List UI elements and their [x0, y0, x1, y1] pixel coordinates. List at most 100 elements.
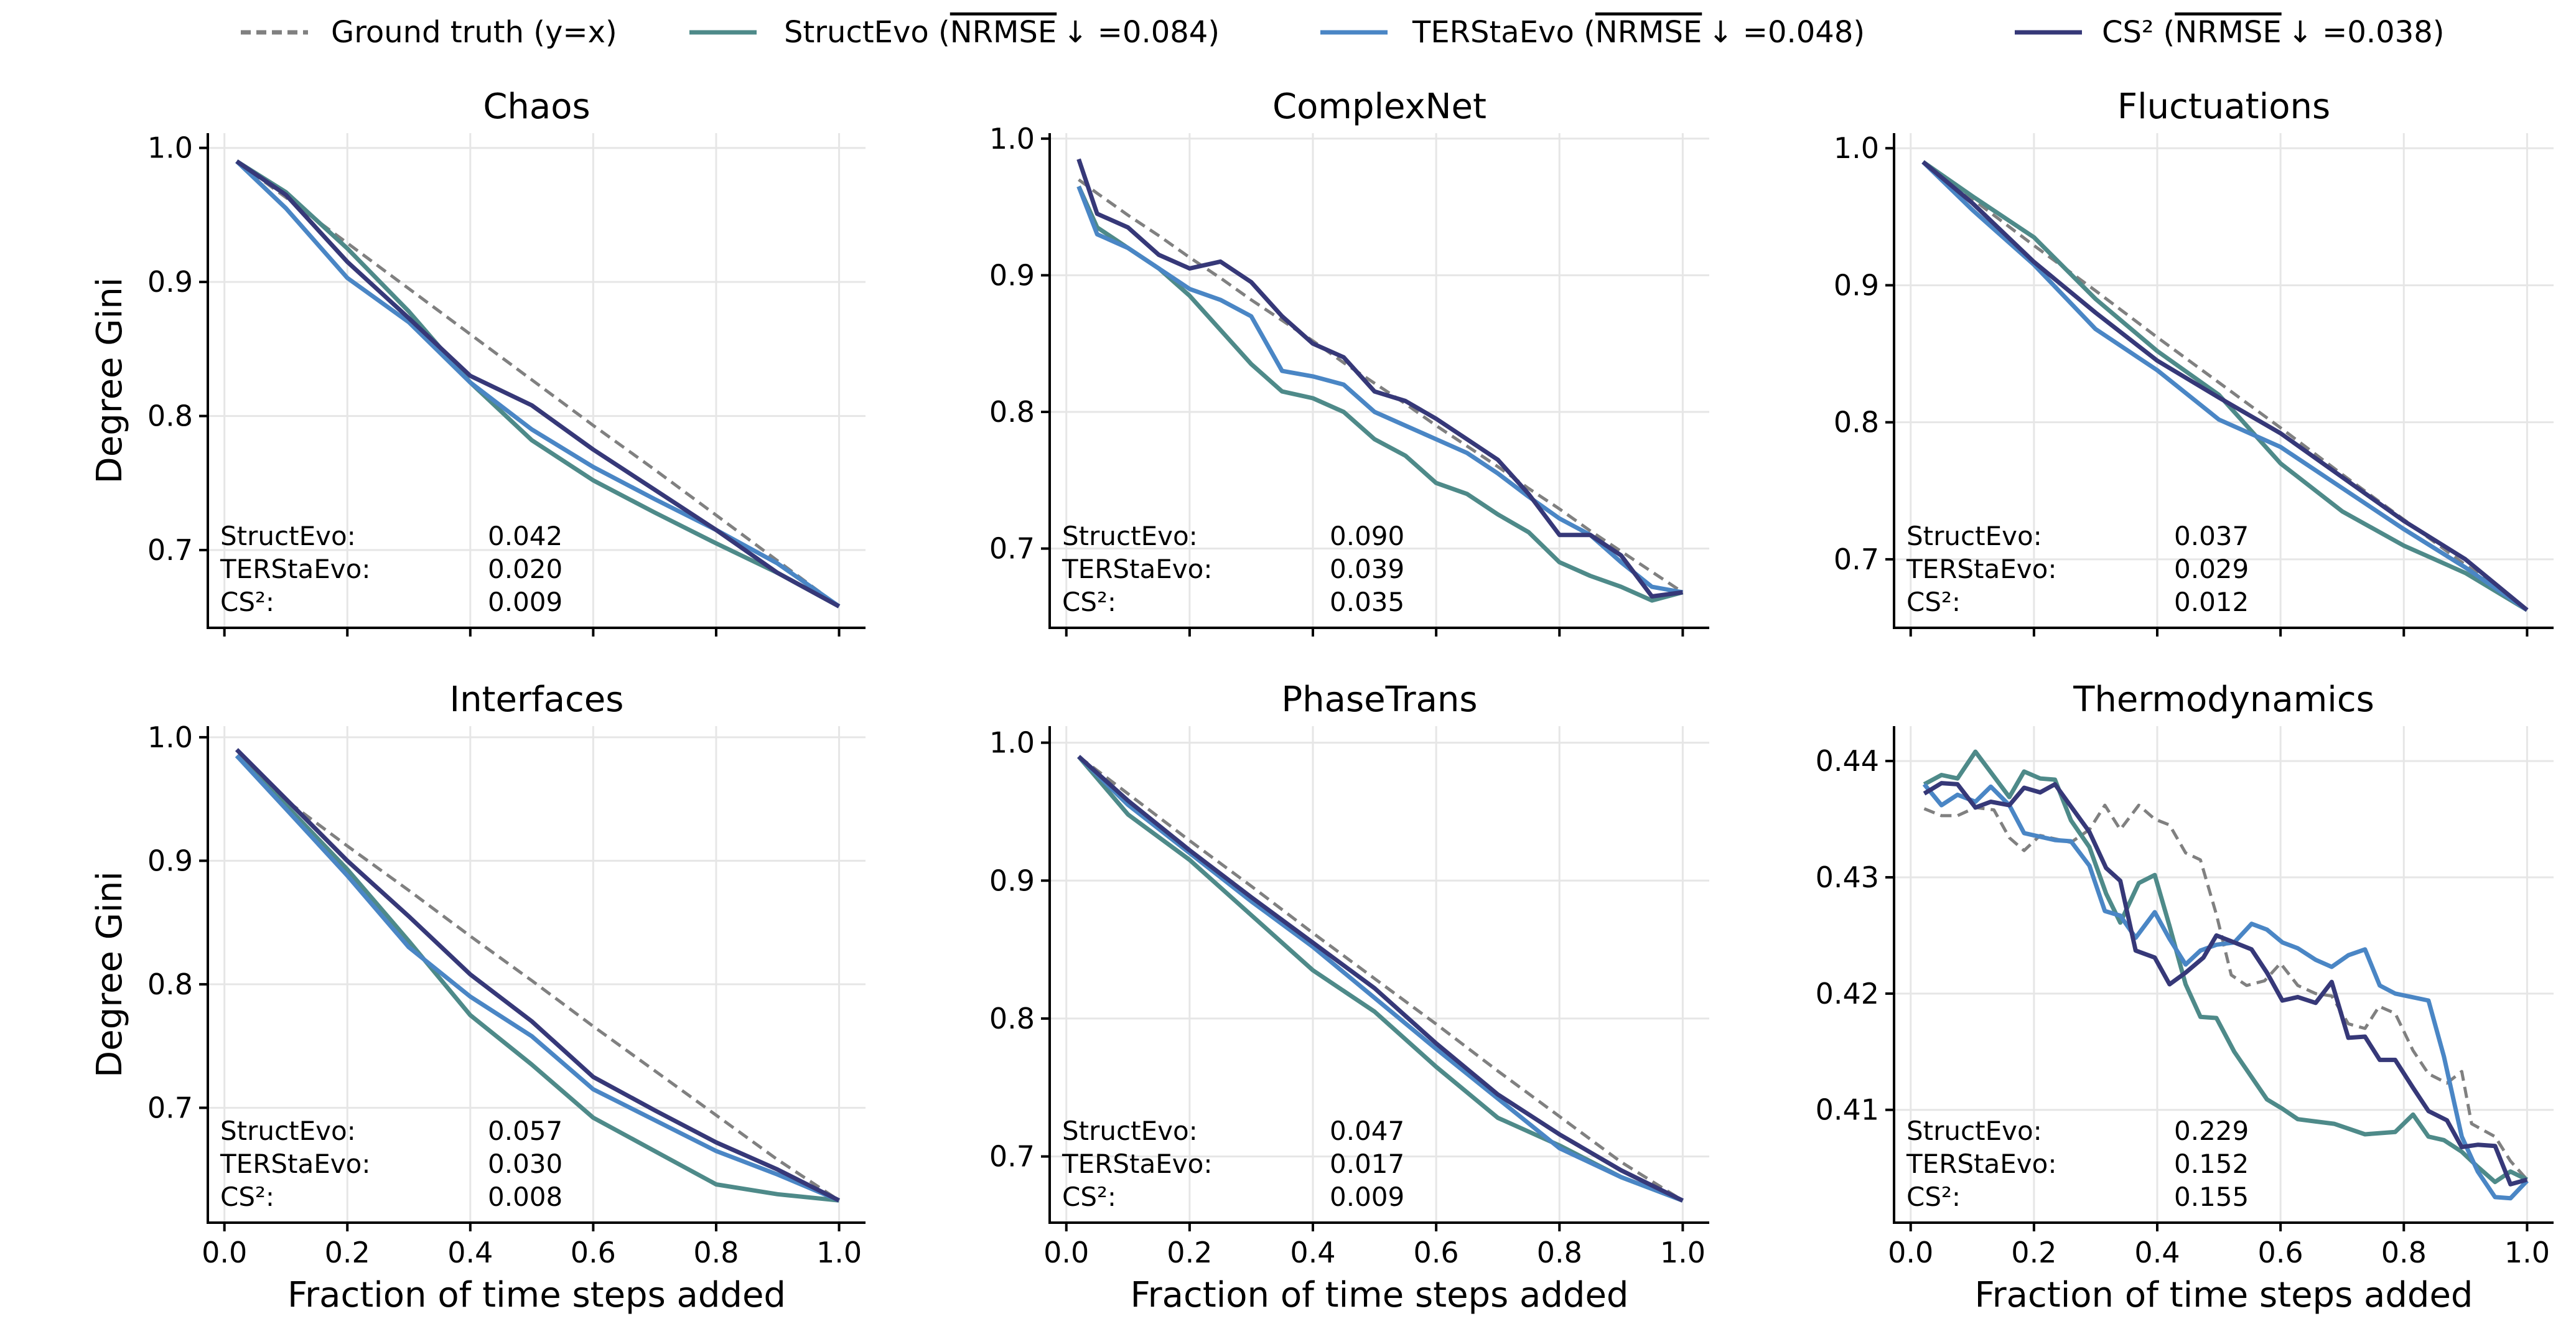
x-tick-label: 1.0 — [816, 1236, 862, 1269]
series-line-CS2 — [235, 159, 841, 609]
series-line-CS2 — [235, 748, 841, 1203]
axes-spine — [1893, 133, 2554, 629]
y-tick-label: 0.44 — [1816, 744, 1879, 778]
x-tick-label: 0.8 — [2381, 1236, 2427, 1269]
panels: 0.7 0.8 0.9 1.0 Chaos Degree Gini StructEvo: 0.… — [90, 86, 2554, 1315]
legend-metric: NRMSE — [1595, 15, 1702, 50]
panel-chaos: 0.7 0.8 0.9 1.0 Chaos Degree Gini StructEvo: 0.… — [90, 86, 866, 637]
y-tick-label: 0.7 — [1834, 543, 1879, 576]
legend-item-StructEvo: StructEvo (NRMSE ↓ =0.084) — [689, 15, 1220, 50]
nrmse-value: 0.020 — [488, 554, 562, 584]
x-tick-label: 0.8 — [693, 1236, 739, 1269]
y-tick-label: 0.8 — [989, 1002, 1035, 1035]
x-tick-label: 0.2 — [2011, 1236, 2056, 1269]
x-tick-label: 1.0 — [2504, 1236, 2550, 1269]
series-line-TERStaEvo — [1922, 783, 2529, 1201]
nrmse-method-label: CS²: — [1906, 1182, 1961, 1212]
legend-name: TERStaEvo ( — [1412, 15, 1595, 50]
panel-title: Chaos — [483, 86, 590, 127]
series-line-ground_truth — [1923, 803, 2529, 1181]
x-tick-label: 0.6 — [1414, 1236, 1459, 1269]
nrmse-method-label: TERStaEvo: — [220, 1149, 370, 1179]
legend-metric-value: ↓ =0.038) — [2288, 15, 2445, 50]
nrmse-method-label: TERStaEvo: — [1062, 1149, 1212, 1179]
legend-label: Ground truth (y=x) — [331, 15, 617, 50]
nrmse-method-label: CS²: — [1906, 587, 1961, 617]
x-tick-label: 0.6 — [571, 1236, 616, 1269]
panel-interfaces: 0.0 0.2 0.4 0.6 0.8 1.0 0.7 0.8 0.9 1.0 Interfaces… — [90, 679, 866, 1315]
legend-item-CS2: CS² (NRMSE ↓ =0.038) — [2015, 15, 2445, 50]
x-tick-label: 0.4 — [447, 1236, 493, 1269]
series-line-StructEvo — [1923, 749, 2528, 1185]
legend-metric: NRMSE — [2175, 15, 2281, 50]
y-tick-label: 1.0 — [1834, 131, 1879, 165]
y-tick-label: 0.7 — [147, 533, 193, 567]
y-tick-label: 0.8 — [989, 395, 1035, 429]
y-axis-label: Degree Gini — [90, 871, 130, 1078]
panel-phasetrans: 0.0 0.2 0.4 0.6 0.8 1.0 0.7 0.8 0.9 1.0 PhaseTrans… — [989, 679, 1709, 1315]
x-tick-label: 0.0 — [1043, 1236, 1089, 1269]
series-line-ground_truth — [1922, 161, 2528, 612]
y-tick-label: 0.8 — [147, 399, 193, 433]
series-line-TERStaEvo — [235, 159, 841, 609]
axes-spine — [1893, 726, 2554, 1224]
legend-label: StructEvo (NRMSE ↓ =0.084) — [784, 15, 1220, 50]
axes-spine — [207, 726, 866, 1224]
x-tick-label: 0.0 — [1888, 1236, 1933, 1269]
nrmse-method-label: TERStaEvo: — [1906, 1149, 2056, 1179]
legend-label: CS² (NRMSE ↓ =0.038) — [2102, 15, 2445, 50]
y-tick-label: 0.7 — [989, 532, 1035, 566]
series-line-CS2 — [1077, 755, 1684, 1203]
series-line-CS2 — [1921, 160, 2529, 612]
x-axis-label: Fraction of time steps added — [287, 1275, 786, 1315]
y-tick-label: 0.9 — [989, 864, 1035, 897]
nrmse-method-label: CS²: — [220, 587, 274, 617]
x-axis-label: Fraction of time steps added — [1131, 1275, 1629, 1315]
x-tick-label: 0.0 — [202, 1236, 247, 1269]
x-tick-label: 0.6 — [2258, 1236, 2303, 1269]
legend-name: StructEvo ( — [784, 15, 950, 50]
y-tick-label: 0.7 — [989, 1140, 1035, 1174]
nrmse-value: 0.229 — [2174, 1116, 2249, 1146]
axes-spine — [1048, 133, 1709, 629]
nrmse-value: 0.017 — [1330, 1149, 1404, 1179]
y-tick-label: 0.42 — [1816, 977, 1879, 1010]
y-tick-label: 0.9 — [147, 844, 193, 877]
nrmse-method-label: TERStaEvo: — [1062, 554, 1212, 584]
nrmse-value: 0.008 — [488, 1182, 562, 1212]
y-tick-label: 1.0 — [147, 131, 193, 165]
nrmse-value: 0.037 — [2174, 521, 2249, 551]
y-tick-label: 0.9 — [147, 265, 193, 299]
y-tick-label: 0.8 — [147, 968, 193, 1001]
y-tick-label: 0.8 — [1834, 406, 1879, 439]
series-line-TERStaEvo — [1076, 185, 1684, 595]
legend-metric-value: ↓ =0.084) — [1063, 15, 1220, 50]
x-tick-label: 0.4 — [1290, 1236, 1335, 1269]
nrmse-value: 0.012 — [2174, 587, 2249, 617]
y-tick-label: 0.7 — [147, 1091, 193, 1124]
legend-metric: NRMSE — [950, 15, 1057, 50]
series-line-ground_truth — [235, 754, 840, 1202]
nrmse-value: 0.090 — [1330, 521, 1404, 551]
legend-label: TERStaEvo (NRMSE ↓ =0.048) — [1412, 15, 1865, 50]
nrmse-method-label: StructEvo: — [1062, 521, 1198, 551]
series-line-StructEvo — [235, 159, 841, 609]
y-tick-label: 0.41 — [1816, 1093, 1879, 1127]
series-line-CS2 — [1923, 781, 2528, 1187]
panel-title: Interfaces — [450, 679, 624, 720]
legend-name: Ground truth (y=x) — [331, 15, 617, 50]
x-tick-label: 0.8 — [1537, 1236, 1582, 1269]
nrmse-value: 0.039 — [1330, 554, 1404, 584]
series-line-ground_truth — [1078, 178, 1684, 594]
nrmse-method-label: StructEvo: — [1906, 1116, 2042, 1146]
nrmse-method-label: CS²: — [220, 1182, 274, 1212]
panel-title: ComplexNet — [1272, 86, 1486, 127]
nrmse-value: 0.009 — [488, 587, 562, 617]
nrmse-value: 0.009 — [1330, 1182, 1404, 1212]
y-tick-label: 1.0 — [147, 721, 193, 754]
x-tick-label: 0.2 — [325, 1236, 370, 1269]
nrmse-value: 0.030 — [488, 1149, 562, 1179]
x-tick-label: 0.2 — [1167, 1236, 1212, 1269]
nrmse-method-label: CS²: — [1062, 1182, 1116, 1212]
